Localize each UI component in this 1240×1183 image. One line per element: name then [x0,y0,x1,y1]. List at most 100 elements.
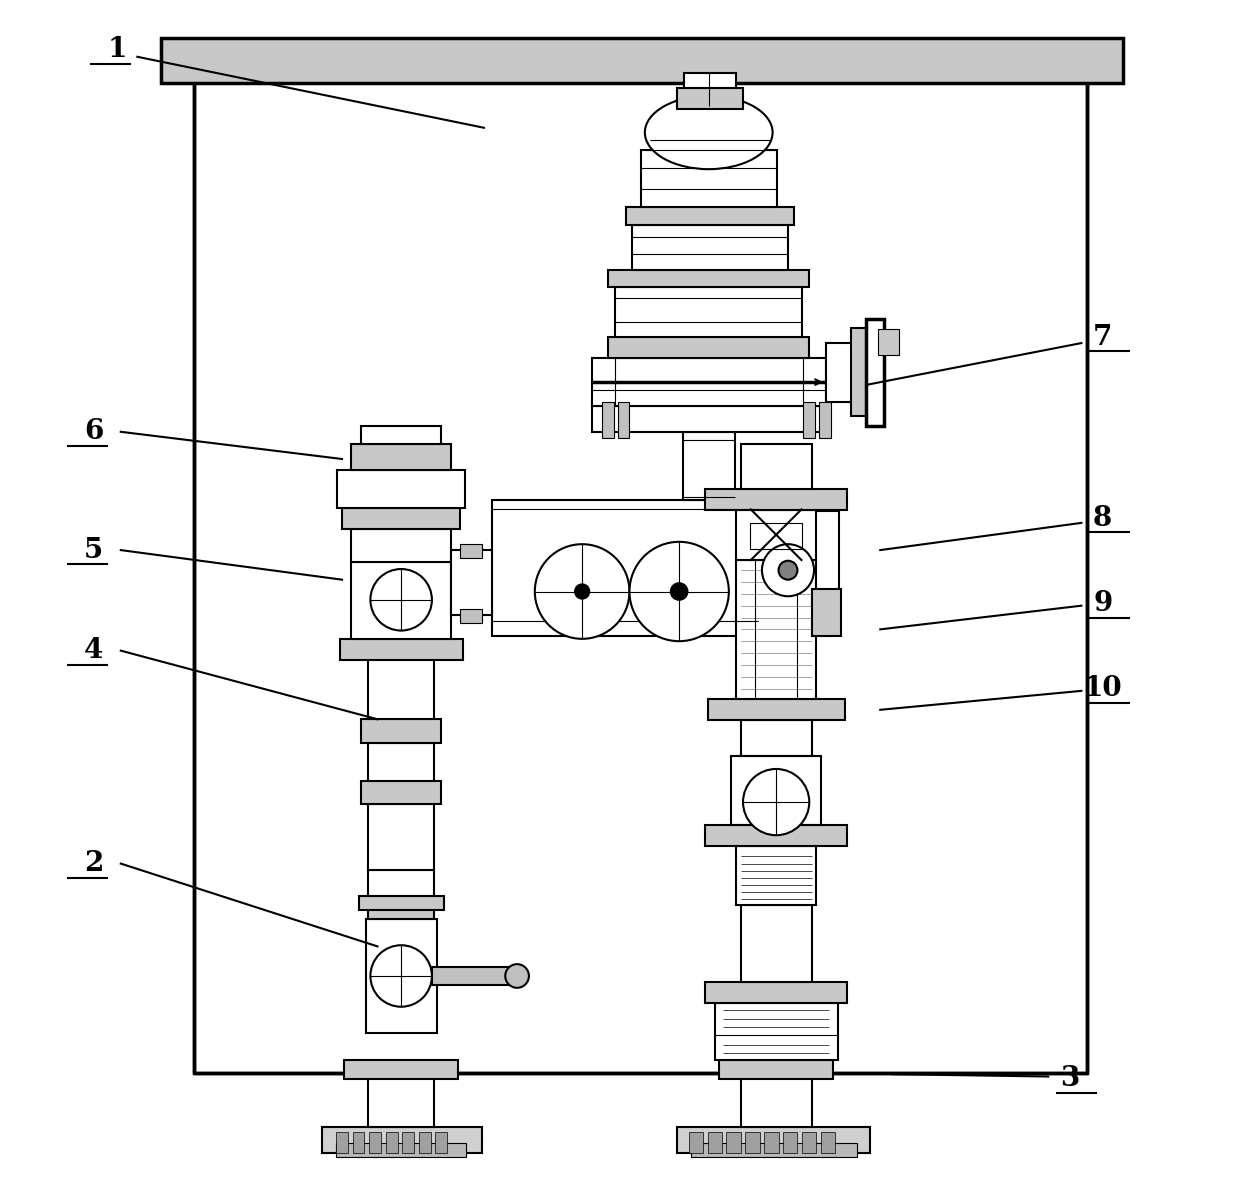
Bar [340,639,463,660]
Bar [826,343,862,402]
Bar [759,511,838,629]
Bar [368,743,434,781]
Bar [745,1132,760,1153]
Circle shape [575,584,589,599]
Bar [451,550,492,615]
Bar [337,470,465,508]
Circle shape [779,561,797,580]
Circle shape [534,544,630,639]
Bar [677,1127,869,1153]
Text: 5: 5 [84,537,103,563]
Bar [361,781,441,804]
Text: 3: 3 [1060,1066,1079,1092]
Bar [419,1132,430,1153]
Text: 6: 6 [84,419,103,445]
Bar [591,406,826,432]
Bar [370,1132,381,1153]
Bar [492,500,759,636]
Bar [804,402,815,438]
Bar [322,1127,481,1153]
Text: 7: 7 [1092,324,1112,350]
Bar [719,1060,833,1079]
Bar [608,270,810,287]
Bar [818,402,831,438]
Bar [740,1071,812,1127]
Bar [460,544,481,558]
Circle shape [761,544,813,596]
Bar [677,88,743,109]
Bar [402,1132,414,1153]
Bar [336,1143,466,1157]
Bar [626,207,794,225]
Bar [351,529,451,562]
Text: 10: 10 [1084,675,1122,702]
Bar [878,329,899,355]
Bar [368,654,434,719]
Bar [361,426,441,444]
Bar [351,562,451,639]
Text: 2: 2 [84,851,103,877]
Bar [812,589,841,636]
Circle shape [630,542,729,641]
Bar [591,358,826,406]
Circle shape [371,945,432,1007]
Bar [706,825,847,846]
Bar [688,1132,703,1153]
Bar [851,328,877,416]
Bar [358,896,444,910]
Bar [784,1132,797,1153]
Bar [345,1060,458,1079]
Text: 8: 8 [1092,505,1112,531]
Circle shape [371,569,432,631]
Bar [866,319,884,426]
Bar [603,402,614,438]
Bar [740,444,812,489]
Bar [691,1143,857,1157]
Bar [368,1071,434,1127]
Bar [342,508,460,529]
Bar [615,287,802,337]
Circle shape [671,583,687,600]
Bar [432,967,517,985]
Text: 9: 9 [1092,590,1112,616]
Bar [683,432,735,500]
Bar [161,38,1122,83]
Bar [460,609,481,623]
Bar [740,905,812,982]
Bar [821,1132,836,1153]
Bar [368,898,434,919]
Circle shape [505,964,529,988]
Bar [386,1132,398,1153]
Bar [735,510,816,560]
Bar [732,756,821,825]
Bar [802,1132,816,1153]
Bar [708,699,844,720]
Ellipse shape [645,96,773,169]
Bar [750,523,802,549]
Text: 1: 1 [108,37,126,63]
Bar [361,719,441,743]
Circle shape [743,769,810,835]
Bar [170,45,1114,80]
Bar [727,1132,740,1153]
Bar [608,337,810,358]
Bar [706,982,847,1003]
Bar [368,870,434,896]
Bar [632,225,787,270]
Bar [336,1132,348,1153]
Bar [684,73,735,88]
Bar [714,1003,838,1060]
Bar [708,1132,722,1153]
Bar [764,1132,779,1153]
Bar [735,560,816,699]
Text: 4: 4 [84,638,103,664]
Bar [618,402,630,438]
Bar [195,62,1087,1073]
Bar [351,444,451,470]
Bar [641,150,777,207]
Bar [706,489,847,510]
Bar [740,720,812,756]
Bar [435,1132,448,1153]
Bar [352,1132,365,1153]
Bar [366,919,436,1033]
